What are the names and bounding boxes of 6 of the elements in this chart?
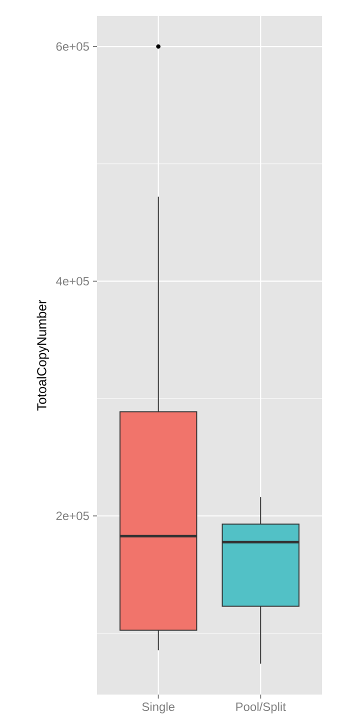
y-tick-label: 2e+05 [56,512,89,520]
y-axis-title: TotoalCopyNumber [36,300,49,411]
x-tick-label: Single [142,702,174,714]
y-tick-label: 6e+05 [56,42,89,51]
y-tick-label: 4e+05 [56,276,89,286]
x-tick-label: Pool/Split [236,702,286,714]
